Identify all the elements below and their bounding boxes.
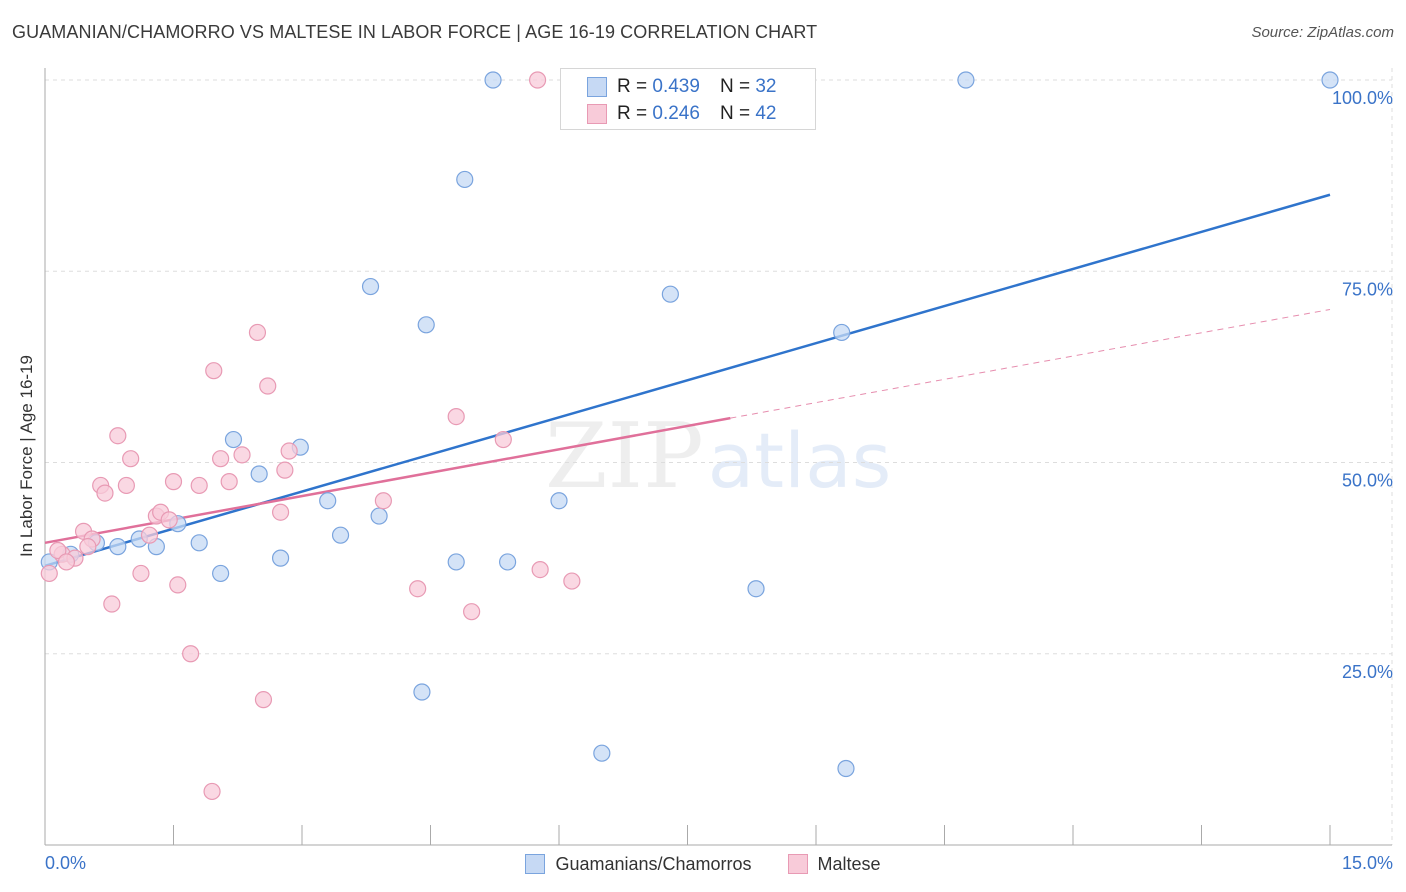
pink-trend-line — [44, 416, 731, 545]
blue-data-point — [250, 465, 268, 483]
pink-data-point — [563, 572, 581, 590]
pink-data-point — [190, 476, 208, 495]
y-tick-label: 75.0% — [1342, 279, 1393, 299]
blue-data-point — [837, 759, 855, 778]
pink-data-point — [122, 450, 140, 468]
blue-data-point — [1321, 71, 1339, 89]
pink-data-point — [169, 576, 187, 594]
pink-data-point — [205, 362, 223, 380]
n-label: N = — [719, 76, 751, 97]
stats-row-maltese: R = 0.246 N = 42 — [561, 101, 776, 127]
y-tick-label: 25.0% — [1342, 662, 1393, 682]
pink-data-point — [271, 503, 290, 521]
correlation-stats-box: R = 0.439 N = 32 R = 0.246 N = 42 — [560, 68, 816, 130]
pink-data-point — [164, 473, 183, 491]
pink-data-point — [494, 430, 512, 449]
axes — [44, 68, 1392, 846]
pink-data-point — [132, 564, 150, 583]
pink-data-point — [259, 377, 277, 395]
pink-data-point — [160, 511, 178, 529]
pink-data-point — [254, 691, 273, 709]
blue-swatch-icon — [587, 77, 607, 97]
legend-item-guamanians[interactable]: Guamanians/Chamorros — [525, 853, 752, 875]
blue-data-point — [593, 744, 611, 762]
blue-data-point — [833, 323, 851, 342]
legend-label-maltese: Maltese — [817, 853, 881, 874]
blue-data-point — [484, 71, 502, 89]
pink-data-point — [40, 564, 58, 583]
pink-data-point — [409, 580, 427, 598]
blue-data-point — [957, 71, 975, 89]
pink-data-point — [531, 560, 549, 579]
blue-data-point — [212, 564, 230, 583]
pink-data-point — [220, 473, 238, 491]
blue-data-point — [224, 430, 243, 449]
blue-data-point — [747, 580, 765, 598]
pink-data-point — [79, 538, 97, 556]
blue-data-point — [456, 170, 474, 189]
pink-data-point — [96, 484, 114, 502]
n-label: N = — [719, 103, 751, 124]
pink-data-point — [528, 71, 547, 89]
pink-data-point — [182, 645, 200, 663]
pink-data-point — [109, 427, 127, 445]
pink-data-point — [117, 476, 135, 495]
zipatlas-watermark: ZIPatlas — [545, 404, 891, 509]
source-label: Source: ZipAtlas.com — [1251, 24, 1394, 41]
r-label: R = — [617, 103, 648, 124]
blue-data-point — [271, 549, 290, 567]
legend-item-maltese[interactable]: Maltese — [787, 853, 881, 875]
blue-data-point — [661, 285, 679, 303]
blue-data-point — [447, 553, 465, 571]
pink-trend-extension — [730, 309, 1331, 419]
r-value: 0.246 — [652, 103, 700, 124]
y-tick-label: 100.0% — [1332, 88, 1393, 108]
blue-swatch-icon — [525, 854, 546, 874]
tick-labels: 25.0% 50.0% 75.0% 100.0% 0.0% 15.0% — [45, 88, 1393, 873]
pink-data-point — [49, 541, 67, 560]
legend-label-guamanians: Guamanians/Chamorros — [555, 853, 752, 874]
watermark-atlas: atlas — [707, 416, 892, 505]
pink-data-point — [140, 526, 159, 544]
legend: Guamanians/Chamorros Maltese — [0, 851, 1406, 877]
watermark-zip: ZIP — [545, 404, 704, 509]
chart-title: GUAMANIAN/CHAMORRO VS MALTESE IN LABOR F… — [12, 22, 818, 42]
pink-data-point — [57, 553, 76, 571]
pink-data-point — [248, 323, 267, 342]
trend-lines — [44, 193, 1331, 567]
x-tick-label-min: 0.0% — [45, 853, 86, 873]
pink-data-point — [103, 595, 121, 613]
stats-row-guamanian: R = 0.439 N = 32 — [561, 74, 776, 100]
blue-data-point — [319, 492, 337, 510]
r-value: 0.439 — [652, 76, 700, 97]
pink-data-point — [447, 408, 465, 426]
x-tick-label-max: 15.0% — [1342, 853, 1393, 873]
pink-data-point — [233, 446, 251, 464]
blue-data-point — [550, 492, 568, 510]
pink-swatch-icon — [787, 854, 808, 874]
blue-trend-line — [44, 193, 1331, 567]
r-label: R = — [617, 76, 648, 97]
blue-data-point — [499, 553, 517, 571]
pink-data-point — [203, 782, 221, 801]
data-points — [40, 71, 1339, 801]
pink-data-point — [463, 603, 481, 621]
pink-data-point — [280, 442, 298, 460]
y-tick-label: 50.0% — [1342, 471, 1393, 491]
pink-data-point — [374, 492, 392, 510]
blue-data-point — [109, 538, 127, 556]
pink-data-point — [276, 461, 294, 479]
blue-data-point — [331, 526, 350, 544]
blue-data-point — [417, 316, 435, 334]
pink-swatch-icon — [587, 104, 607, 124]
blue-data-point — [413, 683, 431, 701]
n-value: 42 — [755, 103, 777, 124]
blue-data-point — [361, 277, 380, 296]
blue-data-point — [190, 534, 208, 552]
pink-data-point — [212, 450, 230, 468]
blue-data-point — [370, 507, 388, 525]
n-value: 32 — [755, 76, 777, 97]
